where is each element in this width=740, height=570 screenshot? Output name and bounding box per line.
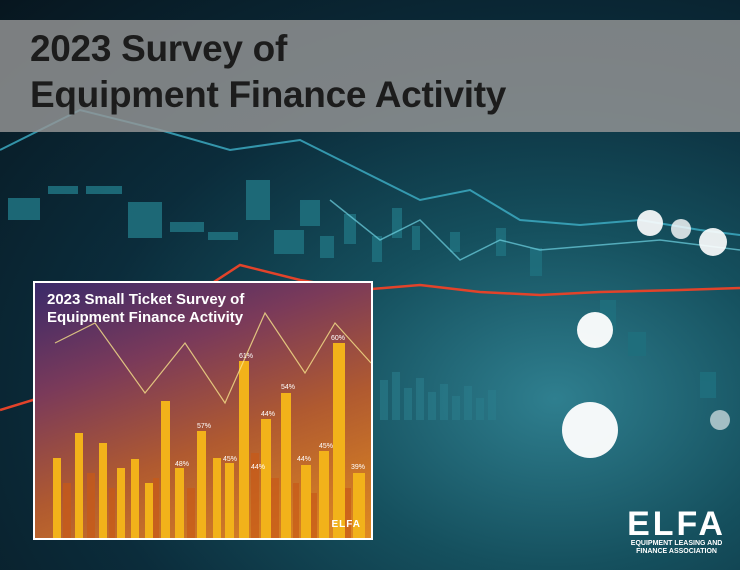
inset-bar-label: 61%	[239, 353, 253, 360]
elfa-logo-mark: ELFA	[627, 505, 726, 543]
inset-title: 2023 Small Ticket Survey of Equipment Fi…	[47, 291, 244, 327]
inset-bar-label: 39%	[351, 464, 365, 471]
elfa-logo-subtitle-line-1: EQUIPMENT LEASING AND	[630, 540, 723, 547]
report-title-line-1: 2023 Survey of	[30, 28, 288, 69]
small-ticket-survey-cover: 61% 57% 48% 45% 44% 54% 44% 60% 45% 44% …	[33, 281, 373, 540]
inset-bar-label: 57%	[197, 423, 211, 430]
report-title-line-2: Equipment Finance Activity	[30, 74, 507, 115]
inset-bar-label: 60%	[331, 335, 345, 342]
inset-title-line-1: 2023 Small Ticket Survey of	[47, 291, 245, 308]
inset-bar-graphic: 61% 57% 48% 45% 44% 54% 44% 60% 45% 44% …	[53, 311, 371, 538]
inset-bar-label: 44%	[297, 456, 311, 463]
report-title: 2023 Survey of Equipment Finance Activit…	[30, 26, 506, 118]
inset-title-line-2: Equipment Finance Activity	[47, 309, 244, 326]
inset-bar-label: 45%	[319, 443, 333, 450]
inset-bar-label: 44%	[261, 411, 275, 418]
inset-bar-label: 48%	[175, 461, 189, 468]
elfa-logo-subtitle: EQUIPMENT LEASING AND FINANCE ASSOCIATIO…	[627, 540, 726, 556]
elfa-logo-subtitle-line-2: FINANCE ASSOCIATION	[636, 548, 717, 555]
title-band	[0, 20, 740, 132]
inset-bar-label: 54%	[281, 384, 295, 391]
elfa-logo: ELFA EQUIPMENT LEASING AND FINANCE ASSOC…	[627, 505, 726, 556]
inset-bar-label: 44%	[251, 464, 265, 471]
inset-bar-label: 45%	[223, 456, 237, 463]
inset-elfa-logo: ELFA	[331, 519, 361, 530]
